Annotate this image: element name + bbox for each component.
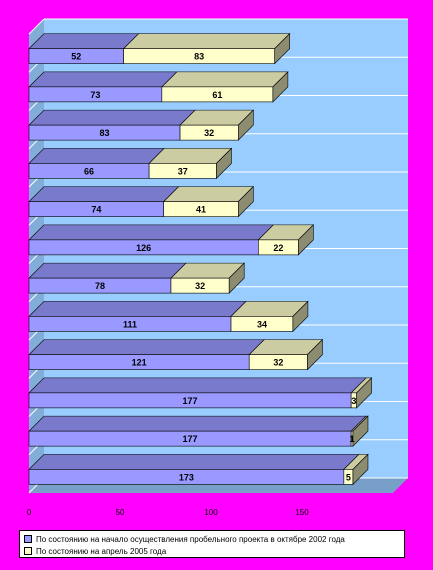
- x-tick-label: 50: [116, 508, 125, 517]
- legend-row-series-2: По состоянию на апрель 2005 года: [24, 545, 400, 557]
- x-tick-label: 0: [27, 508, 32, 517]
- bar-top-s2: [122, 33, 291, 49]
- bar-top-s1: [28, 186, 180, 202]
- bar-top-s1: [28, 224, 275, 241]
- x-tick-label: 150: [295, 508, 309, 517]
- data-label-s2: 32: [273, 358, 283, 368]
- legend-label-series-1: По состоянию на начало осуществления про…: [36, 534, 345, 544]
- bar-top-s1: [28, 377, 367, 394]
- legend-label-series-2: По состоянию на апрель 2005 года: [36, 546, 167, 556]
- bar-top-s1: [28, 415, 367, 432]
- data-label-s1: 78: [95, 281, 105, 291]
- bar-top-s2: [161, 71, 289, 88]
- data-label-s1: 111: [123, 319, 137, 329]
- data-label-s2: 32: [195, 281, 205, 291]
- bar-top-s1: [28, 454, 360, 470]
- bar-side-s2: [292, 300, 309, 333]
- bar-top-s1: [28, 33, 140, 49]
- bar-side-s2: [356, 377, 372, 409]
- bar-side-s2: [352, 453, 369, 486]
- legend-swatch-series-2: [24, 547, 32, 555]
- data-label-s2: 1: [350, 434, 355, 444]
- data-label-s2: 83: [194, 52, 204, 62]
- bar-side-s2: [228, 262, 245, 294]
- bar-top-s1: [28, 301, 247, 317]
- bar-side-s2: [352, 415, 369, 447]
- legend-swatch-series-1: [24, 535, 32, 543]
- data-label-s2: 3: [351, 396, 356, 406]
- data-label-s1: 66: [84, 166, 94, 176]
- data-label-s1: 121: [132, 358, 147, 368]
- bar-side-s2: [238, 185, 254, 218]
- data-label-s2: 22: [273, 243, 283, 253]
- data-label-s1: 126: [136, 243, 151, 253]
- x-tick-label: 100: [204, 508, 218, 517]
- bar-side-s2: [238, 109, 254, 141]
- data-label-s1: 52: [71, 52, 81, 62]
- data-label-s2: 41: [196, 205, 206, 215]
- bar-side-s2: [216, 147, 232, 180]
- data-label-s2: 37: [178, 166, 188, 176]
- bar-top-s1: [28, 148, 165, 164]
- data-label-s1: 173: [179, 472, 194, 482]
- bar-top-s2: [162, 186, 255, 202]
- gridline-side: [28, 18, 45, 35]
- legend-row-series-1: По состоянию на начало осуществления про…: [24, 533, 400, 545]
- data-label-s1: 73: [90, 90, 100, 100]
- data-label-s1: 74: [91, 205, 101, 215]
- data-label-s2: 34: [257, 319, 267, 329]
- bar-top-s1: [28, 109, 196, 126]
- bar-side-s2: [298, 224, 314, 256]
- data-label-s1: 177: [183, 434, 198, 444]
- data-label-s2: 61: [212, 90, 222, 100]
- bar-side-s2: [274, 32, 291, 65]
- bar-top-s1: [28, 71, 178, 88]
- data-label-s1: 83: [100, 128, 110, 138]
- data-label-s2: 5: [346, 472, 351, 482]
- data-label-s2: 32: [204, 128, 214, 138]
- bar-top-s1: [28, 339, 265, 355]
- data-label-s1: 177: [183, 396, 198, 406]
- bar-top-s1: [28, 262, 187, 279]
- bar-side-s2: [272, 71, 289, 103]
- legend: По состоянию на начало осуществления про…: [19, 530, 405, 558]
- bar-side-s2: [307, 338, 323, 371]
